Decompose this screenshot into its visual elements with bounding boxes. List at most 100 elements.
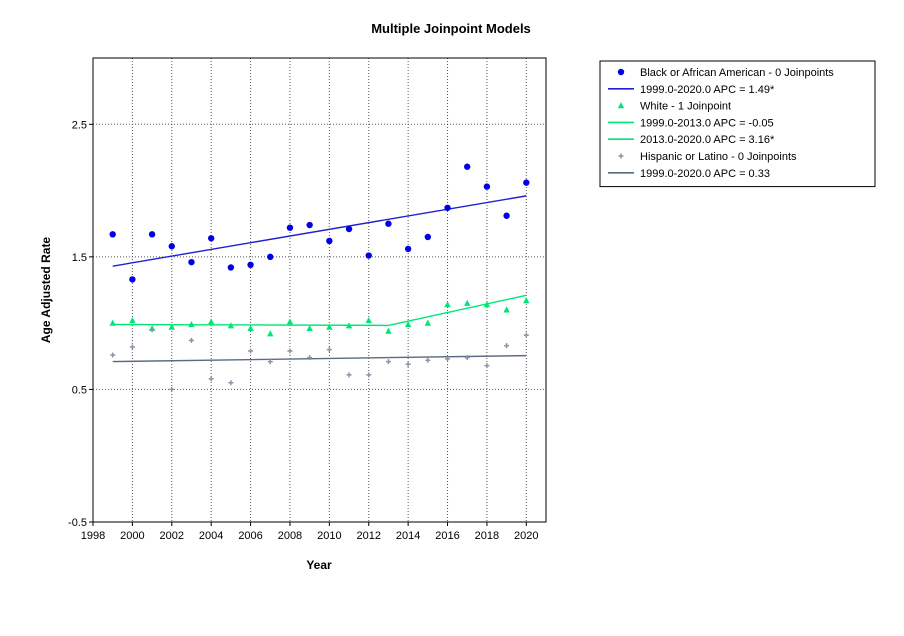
- data-point: [267, 253, 274, 261]
- data-point: [523, 179, 530, 186]
- data-point: [503, 212, 510, 219]
- data-point: [326, 237, 333, 245]
- chart-title: Multiple Joinpoint Models: [371, 21, 531, 36]
- data-point: [365, 252, 372, 259]
- legend-entry-label: Hispanic or Latino - 0 Joinpoints: [640, 151, 797, 163]
- data-point: [267, 330, 274, 337]
- data-point: [287, 348, 293, 354]
- x-tick-label: 2006: [238, 530, 262, 542]
- data-point: [445, 356, 451, 362]
- data-point: [149, 327, 155, 333]
- data-point: [248, 348, 254, 354]
- legend: Black or African American - 0 Joinpoints…: [599, 60, 876, 188]
- data-point: [464, 355, 470, 361]
- legend-marker: [617, 68, 625, 76]
- data-point: [484, 363, 490, 369]
- data-point: [247, 261, 254, 269]
- data-point: [424, 233, 432, 241]
- fit-line: [388, 294, 527, 327]
- data-point: [405, 361, 411, 367]
- data-point: [345, 225, 353, 233]
- data-point: [129, 344, 135, 350]
- legend-entry-label: 1999.0-2020.0 APC = 0.33: [640, 168, 770, 180]
- data-point: [129, 276, 136, 283]
- y-tick-label: 2.5: [72, 119, 87, 131]
- y-tick-label: 0.5: [72, 384, 87, 396]
- x-tick-label: 2018: [475, 530, 499, 542]
- x-tick-label: 2000: [120, 530, 144, 542]
- legend-marker: [618, 153, 624, 159]
- data-point: [385, 220, 392, 227]
- x-axis-title: Year: [306, 558, 332, 572]
- data-point: [227, 322, 235, 329]
- data-point: [306, 324, 313, 332]
- x-tick-label: 2012: [356, 530, 380, 542]
- data-point: [385, 327, 392, 334]
- data-point: [109, 319, 116, 326]
- plot-frame: [92, 57, 547, 523]
- x-tick-label: 2010: [317, 530, 341, 542]
- data-point: [208, 376, 214, 382]
- data-point: [425, 357, 431, 363]
- x-tick-label: 1998: [81, 530, 105, 542]
- y-tick-label: -0.5: [68, 517, 87, 529]
- data-point: [523, 297, 530, 304]
- data-point: [306, 221, 313, 229]
- data-point: [247, 324, 254, 332]
- data-point: [365, 316, 372, 324]
- x-tick-label: 2002: [160, 530, 184, 542]
- data-point: [345, 322, 353, 329]
- legend-entry-label: White - 1 Joinpoint: [640, 101, 731, 113]
- data-point: [464, 299, 471, 306]
- data-point: [286, 318, 294, 325]
- data-point: [129, 316, 136, 324]
- data-point: [503, 306, 510, 313]
- data-point: [168, 243, 175, 250]
- data-point: [169, 386, 175, 392]
- data-point: [188, 337, 194, 343]
- data-point: [483, 301, 491, 308]
- x-tick-label: 2008: [278, 530, 302, 542]
- legend-entry-label: 2013.0-2020.0 APC = 3.16*: [640, 134, 775, 146]
- data-point: [404, 245, 412, 253]
- data-point: [444, 204, 451, 212]
- fit-line: [112, 195, 527, 267]
- data-point: [207, 235, 215, 242]
- legend-entry-label: 1999.0-2020.0 APC = 1.49*: [640, 84, 775, 96]
- data-point: [424, 319, 432, 326]
- data-point: [188, 258, 195, 266]
- data-point: [207, 318, 215, 325]
- legend-box: [599, 60, 876, 188]
- x-tick-label: 2014: [396, 530, 420, 542]
- x-tick-label: 2016: [435, 530, 459, 542]
- data-point: [267, 359, 273, 365]
- data-point: [464, 163, 471, 170]
- data-point: [148, 231, 156, 238]
- data-point: [385, 359, 391, 365]
- data-point: [504, 343, 510, 349]
- fit-line: [112, 323, 389, 327]
- x-tick-label: 2004: [199, 530, 223, 542]
- data-point: [286, 224, 294, 231]
- data-point: [109, 231, 116, 238]
- plot-area: 1998 2000 2002 2004 2006 2008 2010 2012 2014 2016…: [68, 57, 547, 542]
- data-point: [227, 264, 235, 271]
- data-point: [483, 183, 491, 190]
- data-point: [228, 380, 234, 386]
- y-axis-title: Age Adjusted Rate: [39, 237, 53, 344]
- data-point: [326, 347, 332, 353]
- y-tick-label: 1.5: [72, 252, 87, 264]
- data-point: [168, 323, 175, 330]
- data-point: [110, 352, 116, 358]
- legend-entry-label: 1999.0-2013.0 APC = -0.05: [640, 117, 774, 129]
- legend-entry-label: Black or African American - 0 Joinpoints: [640, 67, 834, 79]
- data-point: [188, 320, 195, 328]
- data-point: [404, 320, 412, 328]
- data-point: [346, 372, 352, 378]
- data-point: [523, 332, 529, 338]
- legend-marker: [617, 102, 625, 109]
- data-point: [444, 301, 451, 308]
- fit-line: [112, 354, 527, 363]
- x-tick-label: 2020: [514, 530, 538, 542]
- data-point: [307, 355, 313, 361]
